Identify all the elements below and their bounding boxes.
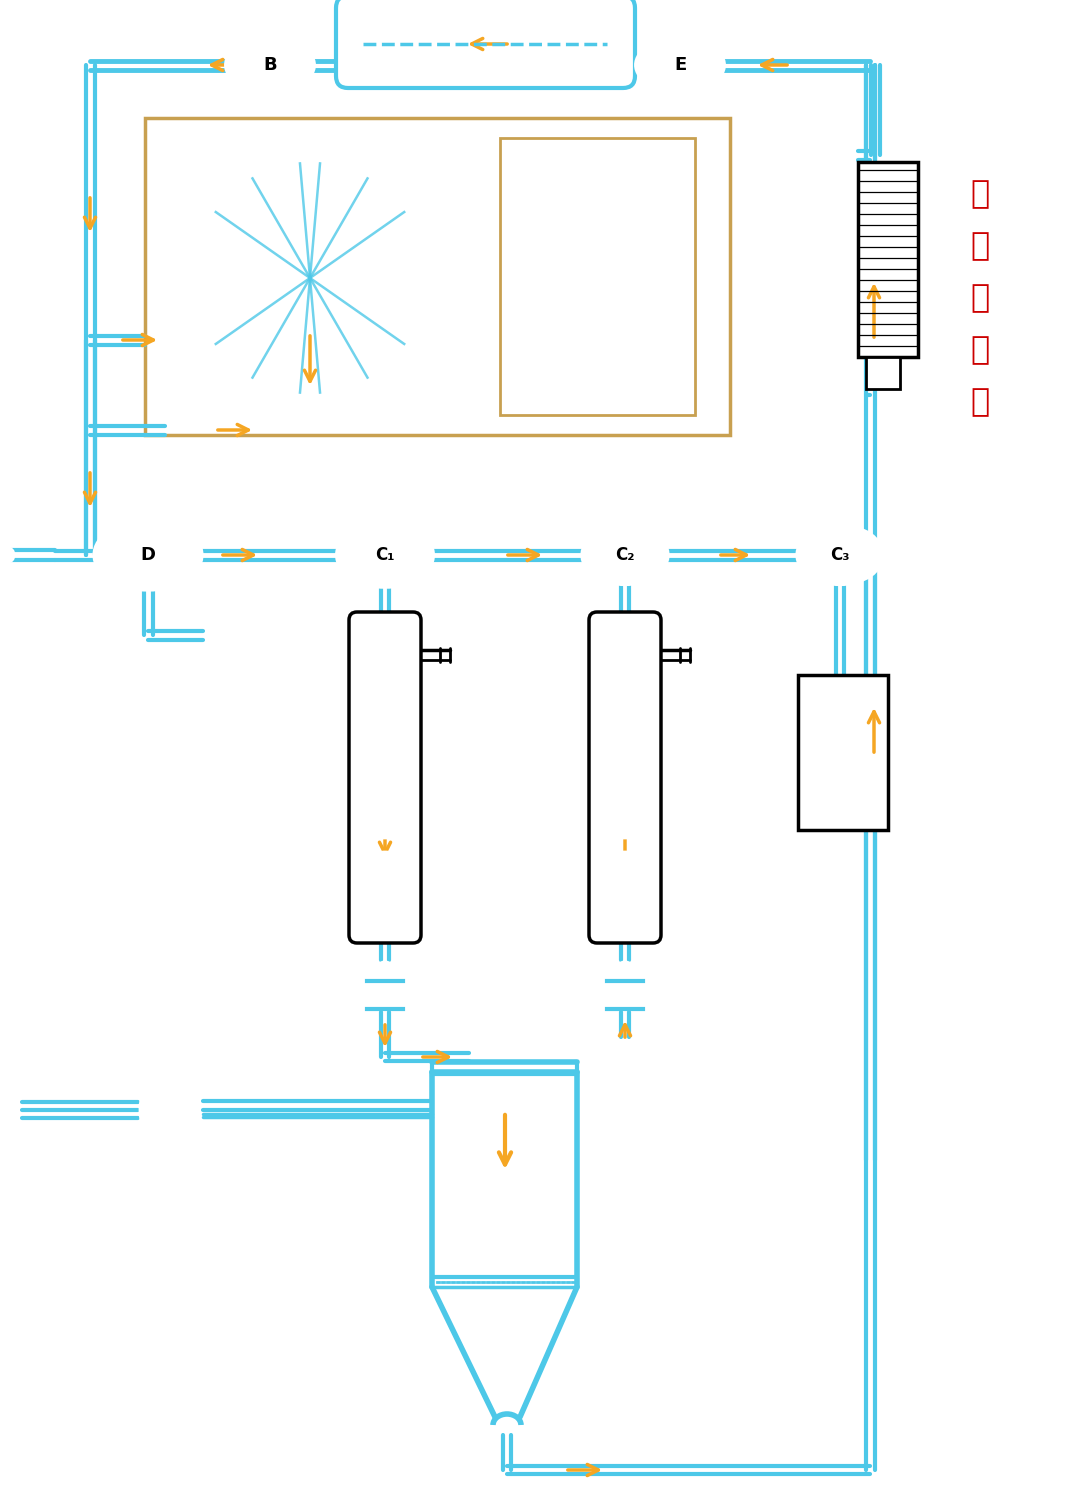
Ellipse shape <box>349 531 421 578</box>
Ellipse shape <box>146 1086 176 1135</box>
Ellipse shape <box>366 758 404 791</box>
Text: 驱: 驱 <box>970 232 989 263</box>
Ellipse shape <box>366 806 404 839</box>
Ellipse shape <box>606 758 644 791</box>
Text: 磁: 磁 <box>970 180 989 211</box>
Ellipse shape <box>237 45 303 85</box>
Bar <box>866 357 900 390</box>
Text: C₁: C₁ <box>375 546 395 564</box>
Ellipse shape <box>647 45 713 85</box>
Ellipse shape <box>606 714 644 746</box>
Ellipse shape <box>349 531 421 578</box>
Ellipse shape <box>108 529 188 581</box>
Ellipse shape <box>366 852 404 883</box>
Ellipse shape <box>582 525 668 584</box>
Ellipse shape <box>606 852 644 883</box>
Ellipse shape <box>808 532 872 577</box>
Bar <box>145 117 730 436</box>
Text: E: E <box>674 57 686 74</box>
Ellipse shape <box>796 525 884 584</box>
Ellipse shape <box>2 549 14 562</box>
Ellipse shape <box>94 520 202 590</box>
Ellipse shape <box>606 806 644 839</box>
Bar <box>858 162 918 357</box>
Ellipse shape <box>108 529 188 581</box>
Ellipse shape <box>140 1075 182 1145</box>
Text: 泵: 泵 <box>970 388 989 418</box>
Text: C₂: C₂ <box>615 546 634 564</box>
FancyBboxPatch shape <box>336 0 636 88</box>
Ellipse shape <box>615 962 636 981</box>
Ellipse shape <box>593 532 657 577</box>
Text: B: B <box>263 57 277 74</box>
Text: C₃: C₃ <box>830 546 850 564</box>
Bar <box>500 138 695 415</box>
Text: D: D <box>140 546 155 564</box>
Ellipse shape <box>337 522 434 587</box>
Ellipse shape <box>636 39 725 92</box>
Ellipse shape <box>146 1086 176 1135</box>
Ellipse shape <box>375 962 395 981</box>
FancyBboxPatch shape <box>349 613 421 943</box>
Text: 塞: 塞 <box>970 336 989 366</box>
Ellipse shape <box>808 532 872 577</box>
Ellipse shape <box>237 45 303 85</box>
Ellipse shape <box>226 39 315 92</box>
Ellipse shape <box>647 45 713 85</box>
Ellipse shape <box>369 981 401 1010</box>
Ellipse shape <box>593 532 657 577</box>
Ellipse shape <box>609 981 641 1010</box>
Text: 柱: 柱 <box>970 284 989 314</box>
Ellipse shape <box>366 714 404 746</box>
Bar <box>798 675 888 830</box>
FancyBboxPatch shape <box>589 613 661 943</box>
